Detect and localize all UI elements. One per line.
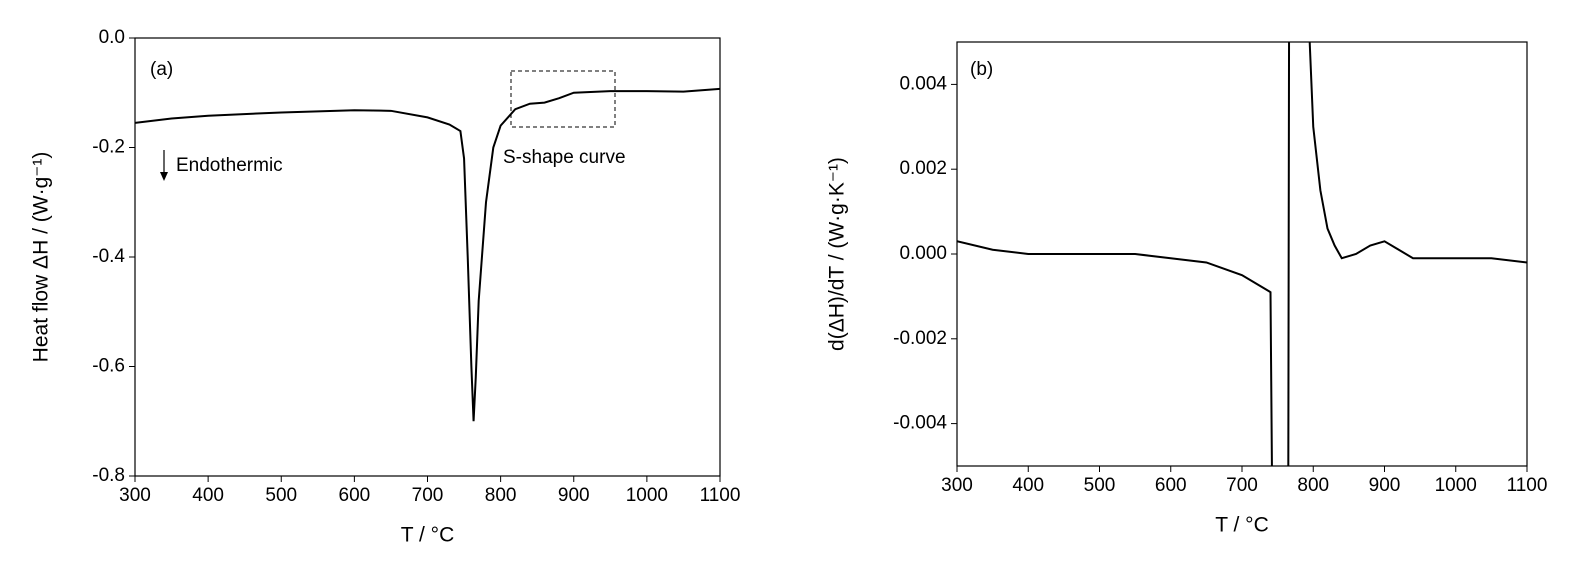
x-tick-label: 700 <box>412 485 444 506</box>
y-tick-label: 0.004 <box>899 73 947 94</box>
x-tick-label: 900 <box>558 485 590 506</box>
plot-frame <box>134 37 721 477</box>
y-axis-label: d(ΔH)/dT / (W·g·K⁻¹) <box>826 157 849 351</box>
x-tick-label: 700 <box>1226 475 1258 496</box>
y-tick-label: -0.002 <box>893 328 947 349</box>
y-axis-label: Heat flow ΔH / (W·g⁻¹) <box>30 152 53 363</box>
x-tick-label: 800 <box>485 485 517 506</box>
x-tick-label: 300 <box>941 475 973 496</box>
x-tick-label: 600 <box>1155 475 1187 496</box>
x-tick-label: 500 <box>1084 475 1116 496</box>
annotation: (a) <box>150 59 173 80</box>
x-tick-label: 1100 <box>1507 475 1548 496</box>
annotation: S-shape curve <box>503 147 626 168</box>
x-tick-label: 1000 <box>626 485 668 506</box>
y-tick-label: -0.8 <box>92 465 125 486</box>
y-tick-label: -0.2 <box>92 137 125 158</box>
arrow-head <box>160 172 168 181</box>
highlight-box <box>510 70 616 128</box>
y-tick-label: 0.000 <box>899 243 947 264</box>
x-tick-label: 500 <box>265 485 297 506</box>
y-tick-label: 0.0 <box>99 27 125 48</box>
y-tick-label: -0.4 <box>92 246 125 267</box>
x-tick-label: 800 <box>1297 475 1329 496</box>
x-tick-label: 400 <box>192 485 224 506</box>
annotation: Endothermic <box>176 155 283 176</box>
annotation: (b) <box>970 59 993 80</box>
y-tick-label: -0.6 <box>92 356 125 377</box>
x-tick-label: 900 <box>1369 475 1401 496</box>
x-tick-label: 400 <box>1012 475 1044 496</box>
x-tick-label: 1100 <box>700 485 741 506</box>
data-line <box>957 42 1527 466</box>
x-axis-label: T / °C <box>1215 514 1269 537</box>
y-tick-label: 0.002 <box>899 158 947 179</box>
data-line <box>135 87 720 422</box>
y-tick-label: -0.004 <box>893 413 947 434</box>
x-tick-label: 1000 <box>1435 475 1477 496</box>
x-axis-label: T / °C <box>401 524 455 547</box>
x-tick-label: 300 <box>119 485 151 506</box>
x-tick-label: 600 <box>339 485 371 506</box>
